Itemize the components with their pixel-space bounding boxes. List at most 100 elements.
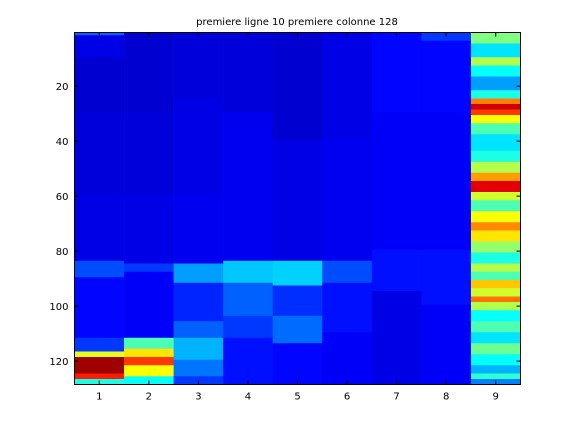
x-tick-label: 8 (443, 392, 449, 403)
heatmap-cell (470, 263, 521, 273)
heatmap-cell (124, 357, 174, 366)
x-tick-label: 1 (96, 392, 102, 403)
heatmap-cell (470, 288, 521, 297)
heatmap-cell (74, 194, 125, 262)
heatmap-cell (470, 222, 521, 231)
heatmap-cell (322, 282, 373, 333)
heatmap-cell (470, 57, 521, 66)
heatmap-cell (421, 40, 472, 113)
heatmap-cell (322, 32, 373, 141)
heatmap-cell (124, 32, 174, 113)
heatmap-cell (470, 192, 521, 201)
heatmap-cell (470, 181, 521, 193)
heatmap-cell (223, 337, 274, 385)
heatmap-cell (173, 321, 224, 339)
heatmap-cell (322, 332, 373, 385)
heatmap-cell (173, 337, 224, 361)
heatmap-cell (223, 282, 274, 317)
heatmap-cell (470, 332, 521, 344)
heatmap-cell (470, 65, 521, 77)
heatmap-cell (470, 241, 521, 253)
x-tick-label: 4 (245, 392, 251, 403)
heatmap-cell (470, 280, 521, 289)
x-tick-label: 5 (294, 392, 300, 403)
heatmap-cell (470, 32, 521, 44)
heatmap-cell (470, 98, 521, 105)
heatmap-cell (173, 32, 224, 99)
heatmap-cell (223, 260, 274, 284)
heatmap-cell (272, 32, 323, 141)
heatmap-cell (173, 263, 224, 284)
heatmap-cell (421, 304, 472, 385)
heatmap-cell (74, 35, 125, 58)
heatmap-cell (173, 194, 224, 264)
heatmap-cell (124, 365, 174, 377)
heatmap-cell (223, 32, 274, 113)
heatmap-cell (470, 321, 521, 333)
heatmap-cell (272, 139, 323, 262)
heatmap-cell (173, 98, 224, 196)
heatmap-cell (124, 263, 174, 273)
heatmap-cell (470, 115, 521, 124)
heatmap-cell (223, 194, 274, 262)
heatmap-cell (223, 315, 274, 339)
heatmap-cell (470, 302, 521, 311)
x-axis: 1 2 3 4 5 6 7 8 9 (96, 32, 499, 403)
chart-title: premiere ligne 10 premiere colonne 128 (196, 17, 398, 28)
heatmap-cell (124, 337, 174, 350)
heatmap-cell (470, 354, 521, 366)
y-tick-label: 80 (56, 247, 69, 258)
heatmap-cell (322, 260, 373, 284)
heatmap-cell (74, 57, 125, 113)
heatmap-cell (470, 343, 521, 355)
heatmap-cell (470, 271, 521, 281)
heatmap-cell (470, 296, 521, 303)
heatmap-cell (124, 112, 174, 196)
y-tick-label: 60 (56, 192, 69, 203)
heatmap-cell (124, 348, 174, 358)
heatmap-cell (173, 282, 224, 322)
x-tick-label: 3 (195, 392, 201, 403)
heatmap-cell (470, 109, 521, 116)
heatmap-cell (470, 43, 521, 58)
heatmap-cell (371, 291, 422, 385)
heatmap-cell (421, 112, 472, 251)
heatmap-cell (470, 200, 521, 212)
heatmap-cell (470, 134, 521, 152)
y-tick-label: 100 (49, 302, 68, 313)
heatmap-cell (470, 90, 521, 99)
heatmap-cell (470, 230, 521, 242)
heatmap-cell (470, 310, 521, 322)
heatmap-cell (470, 104, 521, 110)
y-tick-label: 120 (49, 357, 68, 368)
heatmap-cell (74, 277, 125, 339)
heatmap-cell (470, 161, 521, 174)
heatmap-cells (74, 32, 521, 385)
heatmap-cell (371, 112, 422, 251)
x-tick-label: 6 (344, 392, 350, 403)
heatmap-cell (272, 260, 323, 286)
heatmap-cell (371, 32, 422, 113)
heatmap-cell (371, 249, 422, 292)
heatmap-cell (470, 373, 521, 380)
y-axis: 20 40 60 80 100 120 (49, 82, 521, 368)
heatmap-cell (470, 211, 521, 223)
x-tick-label: 7 (393, 392, 399, 403)
x-tick-label: 2 (146, 392, 152, 403)
heatmap-cell (470, 76, 521, 91)
heatmap-cell (272, 315, 323, 344)
heatmap-cell (74, 337, 125, 352)
heatmap-cell (74, 260, 125, 278)
heatmap-cell (272, 285, 323, 317)
heatmap-cell (470, 123, 521, 135)
y-tick-label: 40 (56, 137, 69, 148)
heatmap-cell (74, 357, 125, 374)
heatmap-cell (173, 359, 224, 377)
heatmap-cell (322, 139, 373, 262)
heatmap-cell (272, 343, 323, 385)
heatmap-cell (470, 150, 521, 163)
heatmap-cell (421, 32, 472, 42)
heatmap-cell (223, 112, 274, 196)
